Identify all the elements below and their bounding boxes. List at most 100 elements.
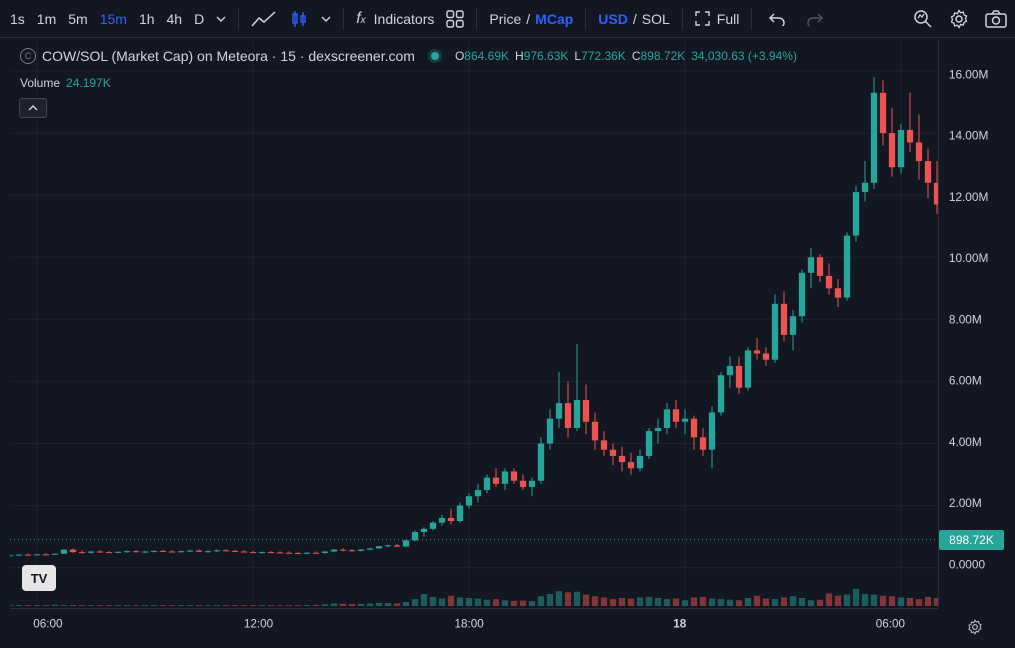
fullscreen-button[interactable]: Full	[689, 0, 746, 38]
time-tick-label: 18	[673, 618, 687, 631]
candle-body	[591, 421, 599, 441]
volume-bar	[168, 605, 176, 606]
volume-bar	[627, 598, 635, 606]
volume-bar	[33, 605, 41, 606]
candle-body	[168, 551, 176, 553]
volume-label: Volume	[20, 76, 61, 90]
toolbar-divider	[238, 7, 240, 30]
volume-bar	[294, 605, 302, 606]
volume-bar	[69, 604, 77, 606]
interval-5m[interactable]: 5m	[68, 10, 88, 27]
candle-body	[321, 551, 329, 554]
undo-icon[interactable]	[758, 0, 796, 38]
volume-bar	[195, 605, 203, 606]
ohlc-values: O 864.69K H 976.63K L 772.36K C 898.72K 34,0…	[455, 49, 803, 63]
volume-bar	[357, 603, 365, 606]
volume-bar	[816, 599, 824, 606]
volume-bar	[348, 604, 356, 606]
candle-body	[204, 551, 212, 553]
candles-chart-type-icon[interactable]	[283, 0, 315, 38]
candle-body	[384, 545, 392, 547]
low-key: L	[574, 49, 582, 63]
candlestick-chart[interactable]	[10, 40, 938, 608]
price-tick-label: 12.00M	[949, 190, 988, 204]
screenshot-camera-icon[interactable]	[977, 0, 1015, 38]
close-key: C	[631, 49, 641, 63]
full-label: Full	[716, 10, 740, 27]
symbol-badge: C	[20, 48, 36, 64]
candle-body	[915, 142, 923, 162]
candle-body	[708, 412, 716, 450]
chart-type-chevron-icon[interactable]	[315, 0, 337, 38]
toolbar-divider	[751, 7, 753, 30]
usd-option: USD	[598, 10, 628, 27]
volume-bar	[852, 588, 860, 606]
high-key: H	[515, 49, 524, 63]
volume-bar	[366, 603, 374, 606]
layouts-grid-icon[interactable]	[440, 0, 470, 38]
fx-icon: fx	[356, 9, 366, 27]
candle-body	[609, 449, 617, 456]
indicators-label: Indicators	[373, 10, 435, 27]
candle-body	[438, 517, 446, 523]
candle-body	[690, 418, 698, 438]
candle-body	[393, 545, 401, 547]
volume-bar	[393, 603, 401, 606]
candle-body	[636, 455, 644, 469]
interval-1s[interactable]: 1s	[10, 10, 25, 27]
volume-bar	[375, 602, 383, 606]
volume-bar	[447, 595, 455, 606]
interval-4h[interactable]: 4h	[166, 10, 183, 27]
symbol-title[interactable]: COW/SOL (Market Cap) on Meteora · 15 · d…	[42, 48, 415, 64]
candle-body	[888, 133, 896, 168]
volume-bar	[672, 598, 680, 606]
candle-body	[735, 365, 743, 388]
slash-separator: /	[632, 10, 637, 27]
volume-bar	[519, 600, 527, 606]
currency-toggle[interactable]: USD / SOL	[592, 0, 675, 38]
interval-15m[interactable]: 15m	[99, 10, 127, 27]
volume-bar	[78, 605, 86, 606]
volume-bar	[564, 592, 572, 606]
indicators-button[interactable]: fx Indicators	[350, 0, 440, 38]
interval-1h[interactable]: 1h	[138, 10, 155, 27]
collapse-legend-button[interactable]	[19, 98, 47, 118]
tradingview-logo[interactable]: TV	[22, 565, 56, 591]
volume-bar	[24, 605, 32, 606]
high-value: 976.63K	[523, 49, 569, 63]
redo-icon[interactable]	[796, 0, 834, 38]
volume-bar	[429, 596, 437, 606]
candle-body	[69, 549, 77, 553]
candle-body	[573, 400, 581, 428]
candle-body	[366, 548, 374, 550]
volume-bar	[573, 591, 581, 606]
candle-body	[231, 550, 239, 552]
quick-search-icon[interactable]	[905, 0, 941, 38]
volume-bar	[177, 605, 185, 606]
change-value: 34,030.63 (+3.94%)	[691, 49, 797, 63]
candle-body	[303, 552, 311, 554]
volume-legend: Volume 24.197K	[20, 76, 111, 90]
axis-settings-gear-icon[interactable]	[964, 616, 986, 638]
candle-body	[699, 437, 707, 450]
interval-D[interactable]: D	[194, 10, 205, 27]
interval-dropdown-chevron-icon[interactable]	[210, 0, 232, 38]
price-tick-label: 2.00M	[949, 496, 982, 510]
time-tick-label: 06:00	[33, 618, 63, 631]
interval-1m[interactable]: 1m	[36, 10, 57, 27]
volume-bar	[654, 598, 662, 606]
volume-value: 24.197K	[66, 76, 111, 90]
volume-bar	[528, 601, 536, 606]
volume-bar	[186, 605, 194, 606]
toolbar-divider	[681, 7, 683, 30]
settings-gear-icon[interactable]	[941, 0, 977, 38]
price-mcap-toggle[interactable]: Price / MCap	[483, 0, 579, 38]
price-axis[interactable]: 16.00M 14.00M 12.00M 10.00M 8.00M 6.00M 4.00M 2…	[938, 40, 1015, 608]
candle-body	[10, 555, 14, 557]
line-chart-type-icon[interactable]	[245, 0, 283, 38]
candle-body	[312, 552, 320, 554]
volume-bar	[789, 596, 797, 606]
candle-body	[15, 554, 23, 556]
volume-bar	[834, 595, 842, 606]
